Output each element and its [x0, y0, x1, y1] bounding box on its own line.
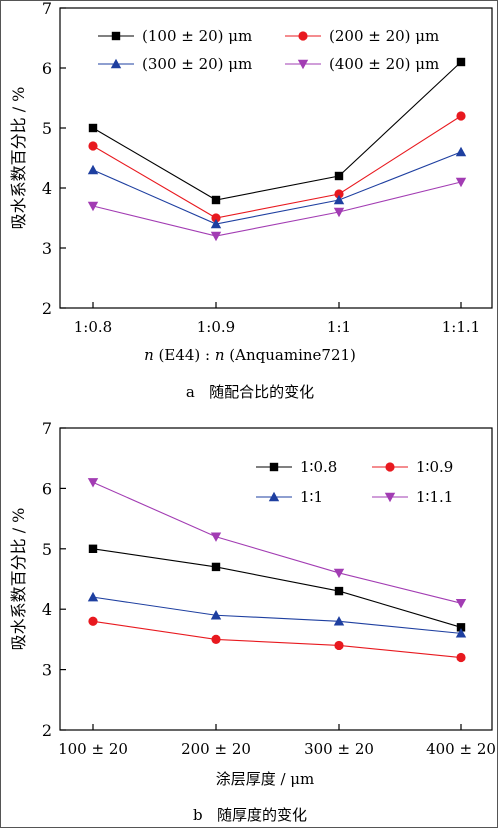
chart-b-legend-label-3: 1∶1 [300, 488, 323, 506]
chart-a-y-tick-label: 7 [42, 0, 52, 18]
chart-a-legend-label-1: (100 ± 20) μm [142, 27, 252, 45]
chart-a-x-tick-label: 1:0.8 [74, 318, 112, 336]
chart-b-y-tick-label: 2 [42, 721, 52, 740]
chart-a-legend-label-2: (200 ± 20) μm [329, 27, 439, 45]
chart-a-y-axis-label: 吸水系数百分比 / % [9, 87, 28, 230]
chart-b-caption: b 随厚度的变化 [193, 806, 307, 824]
chart-a-series-3-point [88, 165, 98, 174]
chart-b-y-tick-label: 4 [42, 600, 52, 619]
chart-b-series-4-point [456, 599, 466, 608]
chart-b-legend-label-4: 1∶1.1 [416, 488, 453, 506]
chart-a-y-tick-label: 6 [42, 59, 52, 78]
chart-b-legend-label-2: 1∶0.9 [416, 458, 453, 476]
chart-a-series-1-point [89, 124, 97, 132]
chart-a-series-2-point [456, 111, 465, 120]
chart-a-x-tick-label: 1:0.9 [197, 318, 235, 336]
chart-b-legend-marker-1 [270, 463, 278, 471]
chart-b-series-2-point [211, 635, 220, 644]
chart-a-y-tick-label: 3 [42, 239, 52, 258]
chart-b-legend-marker-2 [385, 462, 394, 471]
chart-a-series-1-point [335, 172, 343, 180]
chart-a-series-3-point [456, 147, 466, 156]
chart-a-legend-marker-1 [112, 32, 120, 40]
chart-b-series-2-point [88, 617, 97, 626]
chart-b-x-tick-label: 300 ± 20 [304, 740, 374, 758]
chart-b-y-tick-label: 3 [42, 661, 52, 680]
chart-b-legend-label-1: 1∶0.8 [300, 458, 337, 476]
chart-a-series-4-point [211, 232, 221, 241]
chart-b-y-tick-label: 5 [42, 540, 52, 559]
chart-a-y-tick-label: 4 [42, 179, 52, 198]
chart-b-series-3-point [88, 592, 98, 601]
chart-b-y-axis-label: 吸水系数百分比 / % [9, 508, 28, 651]
chart-b-x-tick-label: 200 ± 20 [181, 740, 251, 758]
chart-a-series-1-point [457, 58, 465, 66]
chart-a-y-tick-label: 5 [42, 119, 52, 138]
chart-a: 吸水系数百分比 / % n (E44) : n (Anquamine721) a… [9, 0, 492, 401]
chart-b-series-1-point [212, 563, 220, 571]
chart-b-x-tick-label: 100 ± 20 [58, 740, 128, 758]
chart-b-y-tick-label: 6 [42, 479, 52, 498]
chart-a-legend-label-4: (400 ± 20) μm [329, 55, 439, 73]
chart-b: 吸水系数百分比 / % 涂层厚度 / μm b 随厚度的变化 2 3 4 5 6 7 100… [9, 419, 496, 824]
chart-a-x-tick-label: 1:1.1 [442, 318, 480, 336]
chart-a-x-axis-label: n (E44) : n (Anquamine721) [144, 346, 356, 364]
chart-a-series-2-point [88, 141, 97, 150]
chart-a-plot-area [60, 8, 492, 308]
chart-a-series-1-point [212, 196, 220, 204]
chart-b-series-4-point [88, 478, 98, 487]
chart-b-series-line-3 [93, 597, 461, 633]
chart-a-x-tick-label: 1:1 [327, 318, 351, 336]
chart-b-series-1-point [89, 545, 97, 553]
chart-b-series-1-point [335, 587, 343, 595]
chart-a-series-line-4 [93, 182, 461, 236]
chart-a-series-line-1 [93, 62, 461, 200]
chart-b-x-tick-label: 400 ± 20 [426, 740, 496, 758]
chart-b-series-2-point [456, 653, 465, 662]
chart-b-y-tick-label: 7 [42, 419, 52, 438]
chart-a-caption: a 随配合比的变化 [186, 383, 314, 401]
chart-a-y-tick-label: 2 [42, 299, 52, 318]
chart-b-series-line-2 [93, 621, 461, 657]
chart-b-series-2-point [334, 641, 343, 650]
chart-b-x-axis-label: 涂层厚度 / μm [216, 770, 315, 788]
chart-a-legend-marker-2 [298, 31, 307, 40]
chart-b-series-line-1 [93, 549, 461, 628]
chart-a-series-line-2 [93, 116, 461, 218]
chart-a-legend-label-3: (300 ± 20) μm [142, 55, 252, 73]
